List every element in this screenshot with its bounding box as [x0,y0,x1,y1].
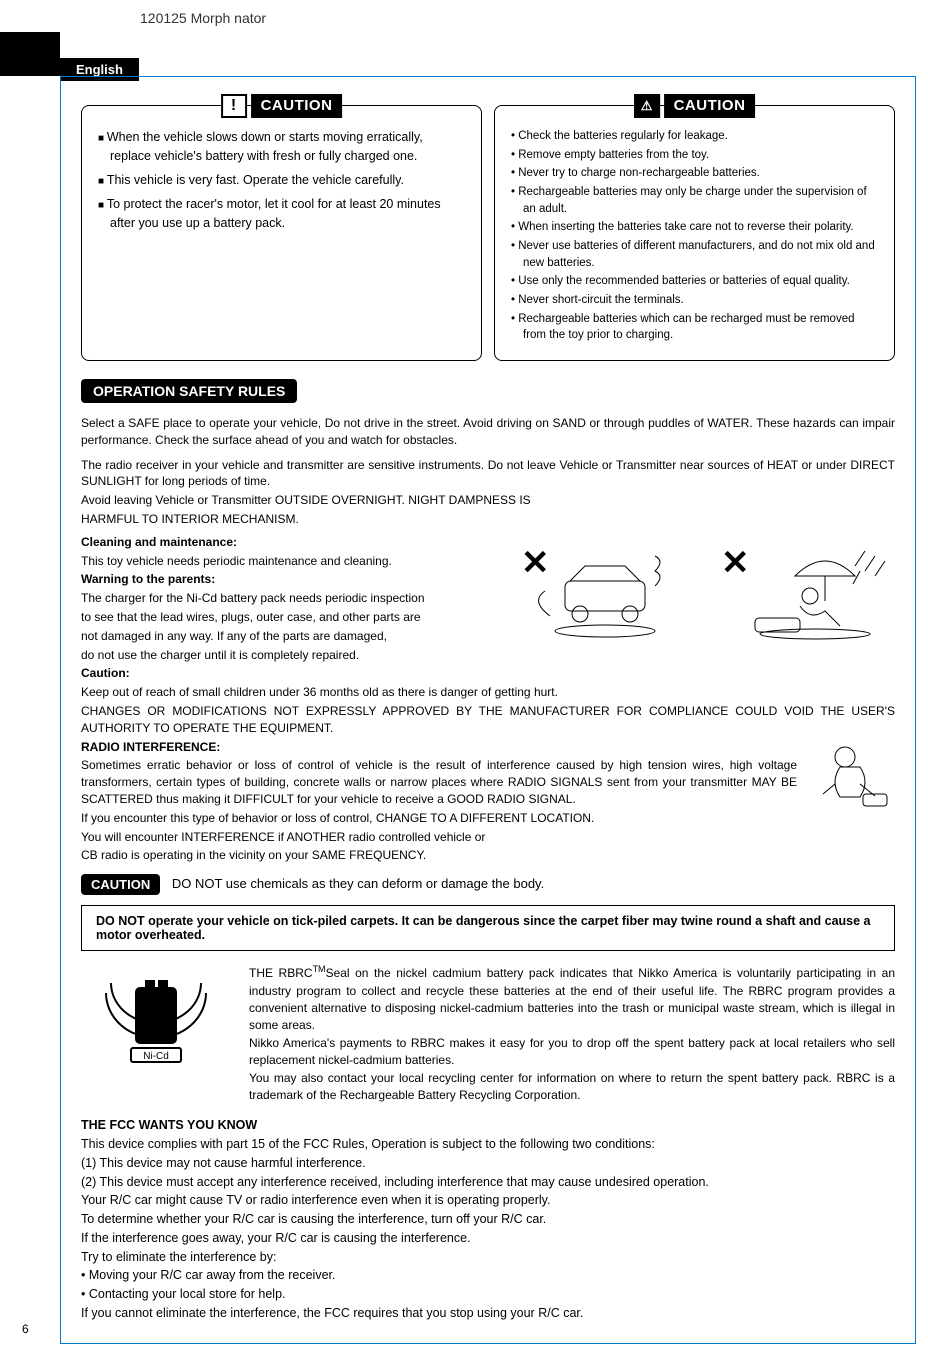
rbrc-p2: Nikko America's payments to RBRC makes i… [249,1035,895,1070]
paragraph: If you cannot eliminate the interference… [81,1304,895,1323]
paragraph: If the interference goes away, your R/C … [81,1229,895,1248]
carpet-warning-box: DO NOT operate your vehicle on tick-pile… [81,905,895,951]
paragraph: You will encounter INTERFERENCE if ANOTH… [81,829,895,846]
list-item: Rechargeable batteries which can be rech… [511,311,878,344]
subheading: RADIO INTERFERENCE: [81,739,895,756]
paragraph: This device complies with part 15 of the… [81,1135,895,1154]
paragraph: do not use the charger until it is compl… [81,647,895,664]
paragraph: To determine whether your R/C car is cau… [81,1210,895,1229]
paragraph: Avoid leaving Vehicle or Transmitter OUT… [81,492,895,509]
caution-box-right: ⚠ CAUTION Check the batteries regularly … [494,105,895,361]
warning-triangle-icon: ⚠ [634,94,660,118]
list-item: When inserting the batteries take care n… [511,219,878,236]
paragraph: If you encounter this type of behavior o… [81,810,895,827]
corner-strip [0,32,60,76]
paragraph: CB radio is operating in the vicinity on… [81,847,895,864]
child-toy-illustration [805,739,895,819]
fcc-section: THE FCC WANTS YOU KNOW This device compl… [81,1116,895,1322]
list-item: Remove empty batteries from the toy. [511,147,878,164]
list-item: Use only the recommended batteries or ba… [511,273,878,290]
paragraph: Keep out of reach of small children unde… [81,684,895,701]
caution-heading: CAUTION [251,94,343,118]
tm-mark: TM [313,964,326,974]
caution-label-right: ⚠ CAUTION [634,94,756,118]
list-item: Never use batteries of different manufac… [511,238,878,271]
svg-text:Ni-Cd: Ni-Cd [143,1051,169,1062]
caution-label-left: ! CAUTION [221,94,343,118]
paragraph: Your R/C car might cause TV or radio int… [81,1191,895,1210]
rbrc-row: Ni-Cd THE RBRCTMSeal on the nickel cadmi… [81,963,895,1104]
operation-body: Select a SAFE place to operate your vehi… [81,415,895,866]
paragraph: Select a SAFE place to operate your vehi… [81,415,895,449]
caution-right-list: Check the batteries regularly for leakag… [511,128,878,344]
paragraph: Try to eliminate the interference by: [81,1248,895,1267]
rbrc-seal-illustration: Ni-Cd [81,963,231,1073]
car-wash-illustration: ✕ [515,536,695,646]
rain-illustration: ✕ [715,536,895,646]
child-sitting-icon [805,739,895,819]
rbrc-p1: Seal on the nickel cadmium battery pack … [249,966,895,1032]
list-item: Contacting your local store for help. [81,1285,895,1304]
list-item: Never short-circuit the terminals. [511,292,878,309]
list-item: Rechargeable batteries may only be charg… [511,184,878,217]
list-item: Check the batteries regularly for leakag… [511,128,878,145]
operation-rules-header: OPERATION SAFETY RULES [81,379,297,403]
rbrc-text: THE RBRCTMSeal on the nickel cadmium bat… [249,963,895,1104]
cross-icon: ✕ [521,540,550,588]
paragraph: (1) This device may not cause harmful in… [81,1154,895,1173]
paragraph: Sometimes erratic behavior or loss of co… [81,757,895,807]
caution-left-list: When the vehicle slows down or starts mo… [98,128,465,232]
chemical-caution-row: CAUTION DO NOT use chemicals as they can… [81,874,895,895]
caution-box-left: ! CAUTION When the vehicle slows down or… [81,105,482,361]
list-item: To protect the racer's motor, let it coo… [98,195,465,232]
page-content: ! CAUTION When the vehicle slows down or… [60,76,916,1344]
caution-heading: CAUTION [664,94,756,118]
list-item: This vehicle is very fast. Operate the v… [98,171,465,190]
chemical-caution-text: DO NOT use chemicals as they can deform … [172,876,544,891]
paragraph: (2) This device must accept any interfer… [81,1173,895,1192]
fcc-list: Moving your R/C car away from the receiv… [81,1266,895,1304]
rbrc-p3: You may also contact your local recyclin… [249,1070,895,1105]
doc-title: 120125 Morph nator [0,0,928,32]
cross-icon: ✕ [721,540,750,588]
list-item: When the vehicle slows down or starts mo… [98,128,465,165]
rbrc-prefix: THE RBRC [249,966,313,980]
battery-seal-icon: Ni-Cd [81,963,231,1073]
page-number: 6 [22,1322,29,1336]
fcc-header: THE FCC WANTS YOU KNOW [81,1116,895,1135]
subheading: Caution: [81,665,895,682]
paragraph: HARMFUL TO INTERIOR MECHANISM. [81,511,895,528]
list-item: Moving your R/C car away from the receiv… [81,1266,895,1285]
exclamation-icon: ! [221,94,247,118]
paragraph: The radio receiver in your vehicle and t… [81,457,895,491]
illustration-row: ✕ ✕ [515,536,895,646]
paragraph: CHANGES OR MODIFICATIONS NOT EXPRESSLY A… [81,703,895,737]
list-item: Never try to charge non-rechargeable bat… [511,165,878,182]
caution-inline-label: CAUTION [81,874,160,895]
